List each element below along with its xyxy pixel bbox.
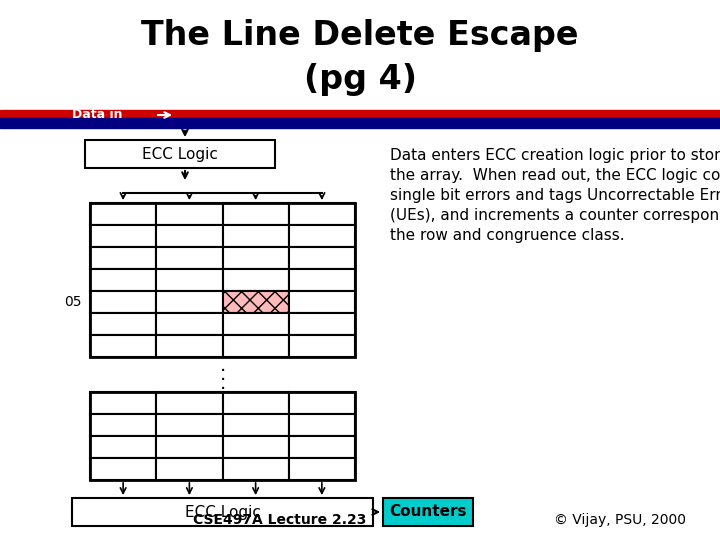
Bar bbox=[90, 392, 156, 414]
Bar bbox=[289, 335, 355, 357]
Bar bbox=[222, 414, 289, 436]
Bar bbox=[156, 247, 222, 269]
Bar bbox=[289, 414, 355, 436]
Bar bbox=[383, 498, 473, 526]
Bar bbox=[222, 203, 289, 225]
Text: .: . bbox=[220, 374, 225, 393]
Bar bbox=[156, 436, 222, 458]
Text: 05: 05 bbox=[65, 295, 82, 309]
Bar bbox=[156, 313, 222, 335]
Bar bbox=[222, 313, 289, 335]
Bar bbox=[156, 392, 222, 414]
Bar bbox=[156, 269, 222, 291]
Bar bbox=[289, 247, 355, 269]
Bar bbox=[289, 313, 355, 335]
Bar bbox=[222, 225, 289, 247]
Bar bbox=[289, 225, 355, 247]
Text: Data enters ECC creation logic prior to storage into: Data enters ECC creation logic prior to … bbox=[390, 148, 720, 163]
Bar bbox=[90, 291, 156, 313]
Text: .: . bbox=[220, 356, 225, 375]
Text: ECC Logic: ECC Logic bbox=[184, 504, 261, 519]
Bar bbox=[289, 269, 355, 291]
Bar bbox=[222, 291, 289, 313]
Bar bbox=[90, 436, 156, 458]
Bar bbox=[222, 436, 289, 458]
Bar bbox=[222, 392, 289, 414]
Text: the array.  When read out, the ECC logic corrects: the array. When read out, the ECC logic … bbox=[390, 168, 720, 183]
Bar bbox=[156, 291, 222, 313]
Bar bbox=[156, 203, 222, 225]
Bar bbox=[0, 110, 720, 118]
Bar bbox=[90, 458, 156, 480]
Text: single bit errors and tags Uncorrectable Errors: single bit errors and tags Uncorrectable… bbox=[390, 188, 720, 203]
Bar bbox=[156, 335, 222, 357]
Text: ECC Logic: ECC Logic bbox=[142, 146, 218, 161]
Bar bbox=[156, 225, 222, 247]
Bar bbox=[90, 313, 156, 335]
Text: Data in: Data in bbox=[72, 109, 122, 122]
Text: Counters: Counters bbox=[390, 504, 467, 519]
Bar bbox=[0, 118, 720, 128]
Bar bbox=[222, 269, 289, 291]
Bar bbox=[289, 291, 355, 313]
Bar bbox=[90, 225, 156, 247]
Bar bbox=[90, 269, 156, 291]
Bar bbox=[90, 392, 355, 480]
Bar bbox=[289, 203, 355, 225]
Text: .: . bbox=[220, 365, 225, 384]
Text: the row and congruence class.: the row and congruence class. bbox=[390, 228, 625, 243]
Text: CSE497A Lecture 2.23: CSE497A Lecture 2.23 bbox=[193, 513, 366, 527]
Text: (pg 4): (pg 4) bbox=[304, 64, 416, 97]
Bar bbox=[90, 203, 355, 357]
Bar bbox=[90, 247, 156, 269]
Bar bbox=[90, 414, 156, 436]
Bar bbox=[289, 458, 355, 480]
Bar bbox=[289, 392, 355, 414]
Bar bbox=[156, 414, 222, 436]
Bar bbox=[156, 458, 222, 480]
Bar bbox=[222, 247, 289, 269]
Text: (UEs), and increments a counter corresponding to: (UEs), and increments a counter correspo… bbox=[390, 208, 720, 223]
Bar bbox=[222, 458, 289, 480]
Bar bbox=[222, 335, 289, 357]
Text: © Vijay, PSU, 2000: © Vijay, PSU, 2000 bbox=[554, 513, 686, 527]
Bar bbox=[90, 335, 156, 357]
Bar bbox=[72, 498, 373, 526]
Bar bbox=[85, 140, 275, 168]
Bar bbox=[90, 203, 156, 225]
Text: The Line Delete Escape: The Line Delete Escape bbox=[141, 18, 579, 51]
Bar bbox=[289, 436, 355, 458]
